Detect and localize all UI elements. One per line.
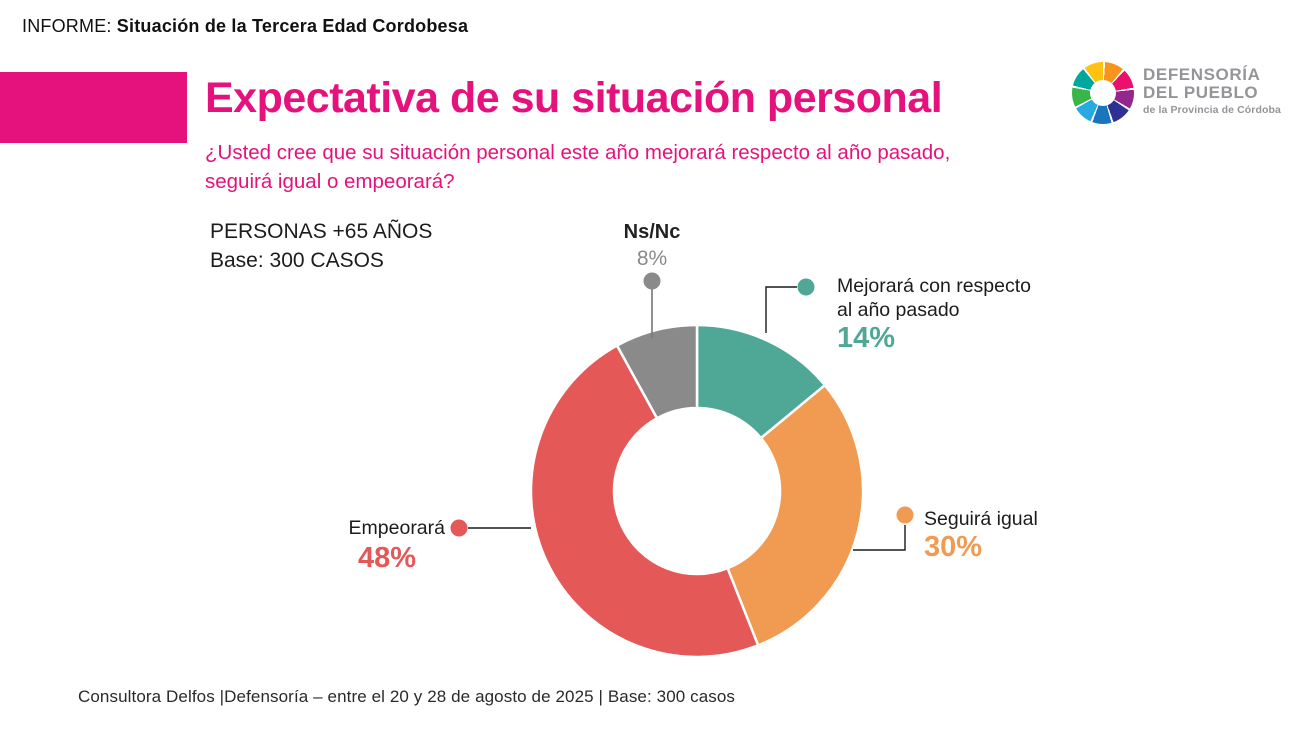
- sample-info: PERSONAS +65 AÑOS Base: 300 CASOS: [210, 218, 432, 276]
- logo-text: DEFENSORÍA DEL PUEBLO de la Provincia de…: [1143, 66, 1281, 116]
- seguira-label: Seguirá igual: [924, 508, 1038, 530]
- nsnc-dot: [643, 272, 661, 290]
- donut-segment-empeorara: [529, 344, 760, 659]
- mejorara-label-line2: al año pasado: [837, 298, 960, 321]
- logo-name-line1: DEFENSORÍA: [1143, 65, 1261, 84]
- mejorara-label-line1: Mejorará con respecto: [837, 275, 1032, 297]
- empeorara-label: Empeorará: [348, 517, 445, 539]
- mejorara-dot: [797, 278, 815, 296]
- seguira-leader-line: [853, 525, 906, 551]
- empeorara-dot: [450, 519, 468, 537]
- seguira-dot: [896, 506, 914, 524]
- sample-line-2: Base: 300 CASOS: [210, 248, 384, 272]
- logo-center-hole: [1090, 80, 1116, 106]
- mejorara-percentage: 14%: [837, 322, 896, 354]
- subtitle-line-1: ¿Usted cree que su situación personal es…: [205, 141, 951, 164]
- report-kicker: INFORME:: [22, 16, 112, 36]
- page-title: Expectativa de su situación personal: [205, 74, 943, 122]
- mejorara-label: Mejorará con respecto al año pasado: [837, 275, 1031, 323]
- nsnc-label: Ns/Nc: [623, 221, 681, 243]
- page-subtitle: ¿Usted cree que su situación personal es…: [205, 138, 950, 196]
- donut-segments: [529, 323, 865, 659]
- source-footer: Consultora Delfos |Defensoría – entre el…: [78, 687, 736, 706]
- report-title: Situación de la Tercera Edad Cordobesa: [111, 16, 469, 36]
- empeorara-percentage: 48%: [357, 542, 417, 574]
- subtitle-line-2: seguirá igual o empeorará?: [205, 170, 455, 194]
- logo-tagline: de la Provincia de Córdoba: [1143, 104, 1281, 117]
- accent-block: [0, 72, 187, 143]
- report-header: INFORME: Situación de la Tercera Edad Co…: [22, 16, 468, 37]
- mejorara-leader-line: [765, 286, 797, 333]
- donut-segment-seguira: [726, 383, 865, 647]
- donut-segment-nsnc: [615, 323, 699, 420]
- sample-line-1: PERSONAS +65 AÑOS: [210, 220, 433, 243]
- nsnc-percentage: 8%: [636, 247, 668, 270]
- logo-name-line2: DEL PUEBLO: [1143, 82, 1259, 102]
- seguira-percentage: 30%: [924, 531, 983, 563]
